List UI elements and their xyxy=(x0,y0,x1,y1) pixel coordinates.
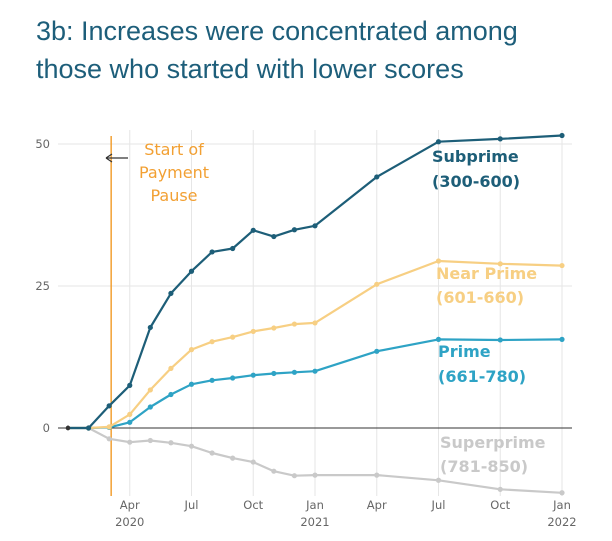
series-label-near-prime: Near Prime xyxy=(436,264,537,283)
data-point-superprime xyxy=(559,490,565,496)
x-tick-label: Jul xyxy=(184,498,199,512)
data-point-subprime xyxy=(559,132,565,139)
data-point-near-prime xyxy=(291,321,298,327)
x-tick-label: Oct xyxy=(490,498,510,512)
data-point-subprime xyxy=(250,227,256,233)
data-point-superprime xyxy=(271,468,277,474)
data-point-superprime xyxy=(374,472,380,478)
data-point-prime xyxy=(497,337,503,343)
x-tick-label: Jan xyxy=(552,498,571,512)
data-point-subprime xyxy=(435,139,442,145)
data-point-prime xyxy=(127,419,133,425)
series-label-near-prime: (601-660) xyxy=(436,288,524,307)
data-point-superprime xyxy=(106,436,112,442)
data-point-superprime xyxy=(230,455,236,461)
data-point-superprime xyxy=(188,443,195,449)
data-point-prime xyxy=(230,375,236,381)
data-point-superprime xyxy=(127,439,133,445)
series-label-superprime: Superprime xyxy=(440,433,546,452)
data-point-near-prime xyxy=(127,411,133,417)
data-point-prime xyxy=(291,369,298,375)
chart-title-line-1: 3b: Increases were concentrated among xyxy=(36,16,518,46)
data-point-superprime xyxy=(497,486,503,492)
data-point-subprime xyxy=(291,227,298,233)
data-point-prime xyxy=(312,368,318,374)
series-label-prime: (661-780) xyxy=(438,367,526,386)
data-point-prime xyxy=(374,348,380,354)
data-point-subprime xyxy=(271,233,277,240)
chart-title-line-2: those who started with lower scores xyxy=(36,54,464,84)
data-point-prime xyxy=(147,404,153,410)
series-label-prime: Prime xyxy=(438,342,491,361)
data-point-subprime xyxy=(106,403,112,409)
y-tick-label: 0 xyxy=(43,421,50,435)
data-point-prime xyxy=(271,370,277,377)
payment-pause-annotation-line: Start of xyxy=(144,140,204,159)
data-point-prime xyxy=(168,391,174,398)
payment-pause-annotation-line: Payment xyxy=(139,163,209,182)
x-tick-year-label: 2022 xyxy=(547,515,576,529)
series-label-subprime: Subprime xyxy=(432,147,519,166)
x-tick-label: Apr xyxy=(367,498,387,512)
annotation-arrowhead xyxy=(105,153,113,163)
data-point-subprime xyxy=(209,249,215,255)
data-point-near-prime xyxy=(230,334,236,340)
data-point-superprime xyxy=(147,437,153,444)
y-tick-label: 25 xyxy=(35,279,50,293)
data-point-prime xyxy=(559,336,565,342)
data-point-subprime xyxy=(374,174,380,180)
data-point-near-prime xyxy=(497,261,503,267)
x-tick-label: Oct xyxy=(243,498,263,512)
x-tick-label: Jan xyxy=(305,498,324,512)
data-point-near-prime xyxy=(188,347,195,353)
series-label-subprime: (300-600) xyxy=(432,172,520,191)
data-point-subprime xyxy=(127,382,133,388)
data-point-subprime xyxy=(85,425,92,431)
data-point-near-prime xyxy=(250,328,256,335)
data-point-subprime xyxy=(497,136,503,142)
payment-pause-annotation-line: Pause xyxy=(150,186,197,205)
data-point-prime xyxy=(188,381,195,387)
data-point-superprime xyxy=(250,459,256,465)
data-point-near-prime xyxy=(271,325,277,331)
data-point-prime xyxy=(209,377,215,383)
data-point-superprime xyxy=(435,477,442,483)
data-point-subprime xyxy=(312,223,318,229)
data-point-subprime xyxy=(188,268,195,274)
data-point-near-prime xyxy=(209,339,215,345)
data-point-prime xyxy=(435,336,442,342)
y-tick-label: 50 xyxy=(35,137,50,151)
x-tick-label: Apr xyxy=(120,498,140,512)
chart-title: 3b: Increases were concentrated among th… xyxy=(36,12,596,88)
data-point-near-prime xyxy=(312,320,318,326)
data-point-near-prime xyxy=(106,424,112,430)
data-point-near-prime xyxy=(147,387,153,393)
data-point-near-prime xyxy=(168,365,174,371)
x-tick-label: Jul xyxy=(431,498,446,512)
data-point-near-prime xyxy=(435,258,442,264)
data-point-near-prime xyxy=(559,262,565,269)
data-point-superprime xyxy=(209,450,215,456)
data-point-superprime xyxy=(168,440,174,446)
data-point-superprime xyxy=(312,472,318,478)
data-point-subprime xyxy=(230,245,236,252)
data-point-superprime xyxy=(291,473,298,479)
data-point-near-prime xyxy=(374,281,380,287)
x-tick-year-label: 2021 xyxy=(300,515,329,529)
series-label-superprime: (781-850) xyxy=(440,457,528,476)
data-point-subprime xyxy=(168,290,174,296)
data-point-subprime xyxy=(65,425,71,431)
data-point-prime xyxy=(250,372,256,378)
x-tick-year-label: 2020 xyxy=(115,515,144,529)
data-point-subprime xyxy=(147,324,153,331)
